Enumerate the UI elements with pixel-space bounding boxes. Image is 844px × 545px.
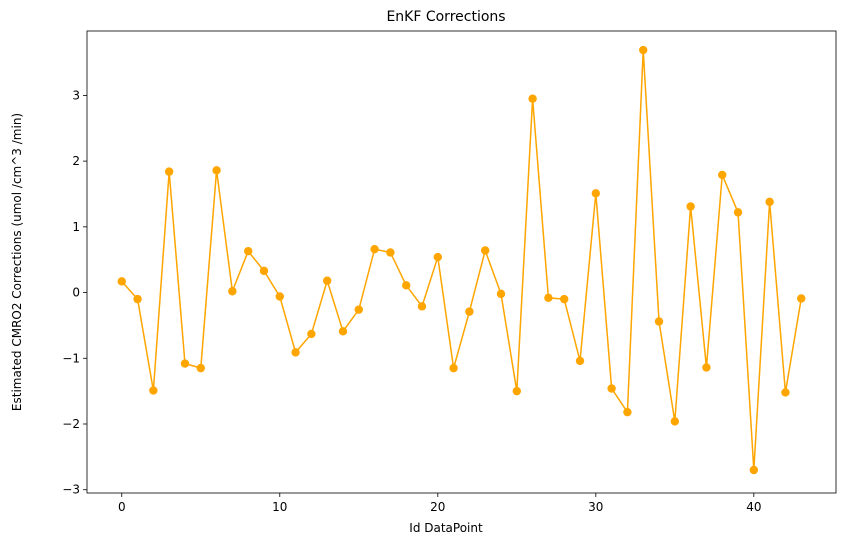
data-point xyxy=(702,363,711,372)
data-point xyxy=(670,417,680,426)
data-point xyxy=(307,329,316,339)
data-point xyxy=(544,293,553,303)
data-point xyxy=(654,317,664,326)
data-point xyxy=(607,384,616,393)
data-point xyxy=(386,248,395,257)
axes-frame xyxy=(86,30,837,494)
data-point xyxy=(591,189,601,198)
data-point xyxy=(733,208,743,217)
x-axis-title: Id DataPoint xyxy=(409,521,483,535)
data-point xyxy=(575,356,585,366)
data-point xyxy=(196,363,205,373)
data-point xyxy=(433,252,442,262)
data-point xyxy=(212,166,221,175)
data-point xyxy=(291,348,300,357)
data-point xyxy=(133,294,142,304)
x-tick-label: 10 xyxy=(272,500,287,514)
y-tick-label: 1 xyxy=(72,220,80,234)
data-point xyxy=(243,246,253,256)
y-tick-label: 2 xyxy=(72,154,80,168)
data-point xyxy=(322,276,332,285)
data-point xyxy=(797,294,806,303)
series-line xyxy=(121,49,802,471)
data-point xyxy=(639,45,648,55)
y-axis-title: Estimated CMRO2 Corrections (umol /cm^3 … xyxy=(10,113,24,411)
data-point xyxy=(481,246,490,255)
axes-layer: 0 10 20 30 40 −3 −2 −1 0 1 2 3 xyxy=(62,30,837,514)
data-point xyxy=(623,407,632,417)
x-tick-label: 0 xyxy=(118,500,126,514)
y-tick-label: 3 xyxy=(72,88,80,102)
x-tick-label: 30 xyxy=(588,500,603,514)
y-tick-label: −1 xyxy=(62,351,80,365)
data-point xyxy=(370,244,379,254)
data-point xyxy=(164,167,174,176)
data-point xyxy=(512,386,522,396)
data-point xyxy=(338,327,348,336)
data-point xyxy=(528,94,537,103)
data-point xyxy=(686,202,695,211)
y-tick-label: −2 xyxy=(62,417,80,431)
data-point xyxy=(180,359,190,368)
data-point xyxy=(781,388,790,397)
chart-title: EnKF Corrections xyxy=(386,9,505,25)
data-point xyxy=(117,277,126,286)
data-point xyxy=(449,363,458,373)
data-point xyxy=(149,386,158,395)
data-point xyxy=(417,302,427,311)
data-point xyxy=(259,266,269,276)
y-tick-label: 0 xyxy=(72,286,80,300)
data-point xyxy=(749,465,759,475)
x-tick-label: 20 xyxy=(430,500,445,514)
data-point xyxy=(560,294,569,304)
data-point xyxy=(275,292,284,301)
data-point xyxy=(401,281,411,290)
data-point xyxy=(765,197,774,207)
x-tick-label: 40 xyxy=(746,500,761,514)
data-point xyxy=(354,305,363,314)
series-layer xyxy=(117,45,806,475)
data-point xyxy=(465,307,474,316)
data-point xyxy=(228,287,237,296)
data-point xyxy=(718,170,727,180)
data-point xyxy=(496,289,506,299)
y-tick-label: −3 xyxy=(62,483,80,497)
